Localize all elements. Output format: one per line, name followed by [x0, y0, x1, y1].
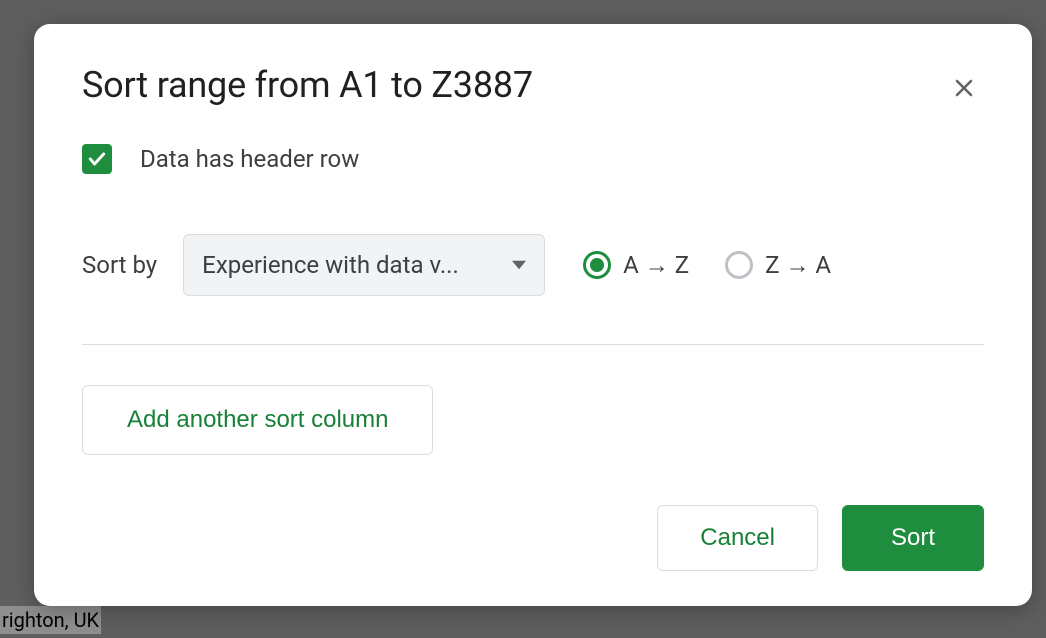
- sort-za-radio-option[interactable]: Z → A: [725, 251, 831, 280]
- sort-az-radio: [583, 251, 611, 279]
- sort-column-dropdown[interactable]: Experience with data v...: [183, 234, 545, 296]
- sort-az-radio-option[interactable]: A → Z: [583, 251, 689, 280]
- sort-az-label: A → Z: [623, 251, 689, 280]
- dialog-header: Sort range from A1 to Z3887: [82, 64, 984, 108]
- header-row-checkbox-label: Data has header row: [140, 145, 359, 173]
- close-icon: [952, 76, 976, 100]
- chevron-down-icon: [512, 258, 526, 272]
- cancel-button[interactable]: Cancel: [657, 505, 818, 571]
- sort-button[interactable]: Sort: [842, 505, 984, 571]
- sort-za-radio: [725, 251, 753, 279]
- header-row-checkbox[interactable]: [82, 144, 112, 174]
- background-cell-text: righton, UK: [0, 606, 101, 634]
- sort-za-label: Z → A: [765, 251, 831, 280]
- close-button[interactable]: [944, 68, 984, 108]
- dialog-action-buttons: Cancel Sort: [82, 505, 984, 571]
- sort-criteria-row: Sort by Experience with data v... A → Z …: [82, 234, 984, 296]
- sort-by-label: Sort by: [82, 251, 157, 279]
- header-row-checkbox-row: Data has header row: [82, 144, 984, 174]
- add-sort-column-button[interactable]: Add another sort column: [82, 385, 433, 455]
- divider: [82, 344, 984, 345]
- checkmark-icon: [87, 149, 107, 169]
- dialog-title: Sort range from A1 to Z3887: [82, 64, 533, 106]
- sort-range-dialog: Sort range from A1 to Z3887 Data has hea…: [34, 24, 1032, 606]
- sort-direction-radio-group: A → Z Z → A: [583, 251, 831, 280]
- dropdown-selected-value: Experience with data v...: [202, 251, 500, 279]
